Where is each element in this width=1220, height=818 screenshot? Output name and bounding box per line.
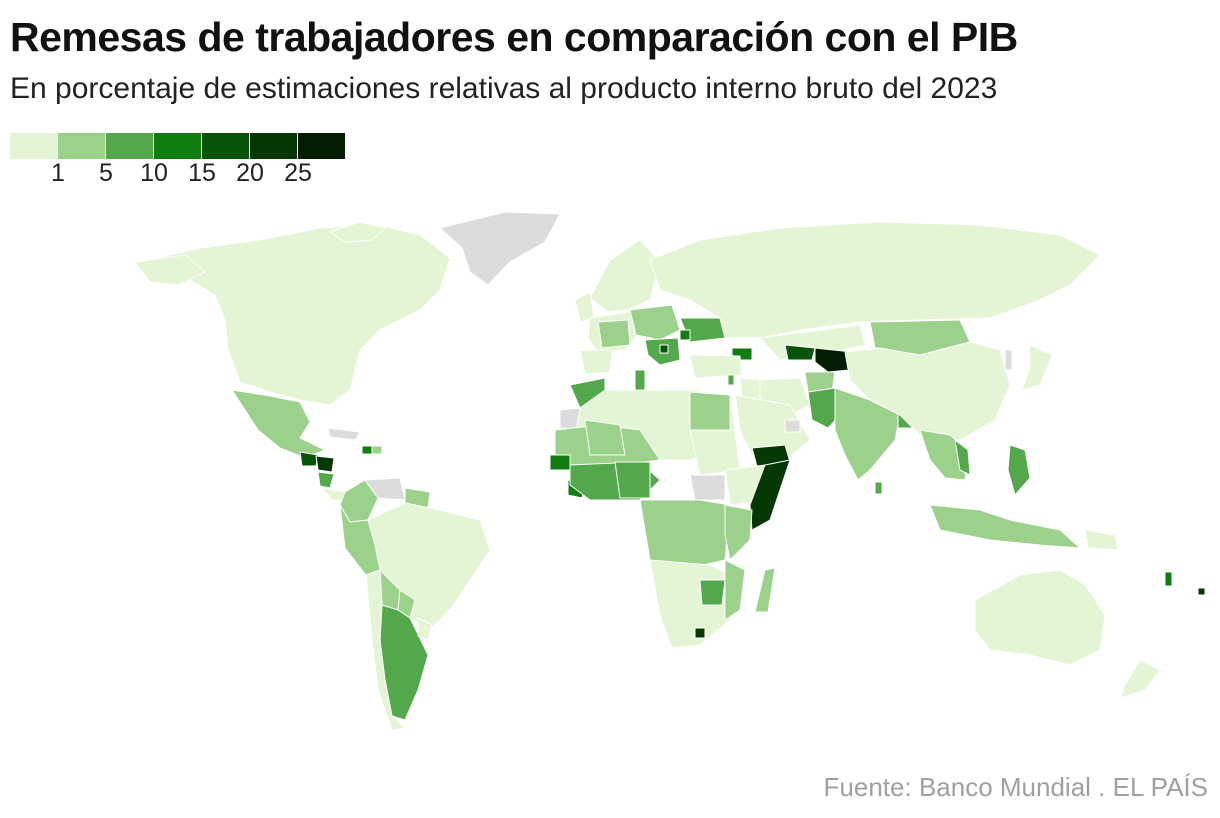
region-dominican-rep xyxy=(371,445,383,455)
region-tonga-samoa xyxy=(1197,587,1206,596)
legend-ticks: 1 5 10 15 20 25 xyxy=(10,159,346,189)
region-cuba xyxy=(327,427,361,441)
region-turkey xyxy=(689,354,743,379)
chart-title: Remesas de trabajadores en comparación c… xyxy=(10,14,1018,60)
legend-tick-15: 15 xyxy=(188,159,216,187)
region-egypt xyxy=(689,391,731,431)
region-lebanon xyxy=(727,374,735,386)
region-madagascar xyxy=(754,567,776,613)
region-haiti xyxy=(361,445,373,455)
region-south-sudan xyxy=(689,474,726,501)
region-canada-usa xyxy=(139,224,451,406)
region-guatemala xyxy=(299,451,319,467)
region-indonesia xyxy=(929,504,1081,549)
region-philippines xyxy=(1007,444,1031,496)
region-australia xyxy=(974,569,1106,666)
region-honduras xyxy=(315,455,335,473)
region-alaska xyxy=(134,254,206,286)
region-nicaragua xyxy=(317,471,335,489)
region-russia xyxy=(649,221,1101,339)
region-pacific-islands xyxy=(1164,571,1173,587)
region-zimbabwe xyxy=(699,579,726,606)
region-korea xyxy=(1004,349,1013,371)
legend-swatch-3 xyxy=(154,133,201,159)
region-chile xyxy=(365,569,406,731)
region-nigeria xyxy=(614,461,651,499)
region-greenland xyxy=(439,211,561,286)
region-mali xyxy=(584,419,626,456)
region-sri-lanka xyxy=(874,481,883,495)
source-credit: Fuente: Banco Mundial . EL PAÍS xyxy=(823,772,1208,802)
region-tunisia xyxy=(634,369,646,391)
region-central-europe xyxy=(629,304,681,341)
legend-swatch-4 xyxy=(202,133,249,159)
region-china xyxy=(844,341,1011,441)
region-france xyxy=(597,319,631,349)
region-png xyxy=(1084,529,1119,551)
legend-swatch-6 xyxy=(298,133,345,159)
region-peru-ecuador xyxy=(339,504,381,576)
legend-tick-20: 20 xyxy=(236,159,264,187)
world-choropleth-map xyxy=(134,211,1206,731)
region-scandinavia xyxy=(589,239,661,313)
region-uae xyxy=(784,419,801,433)
legend-tick-5: 5 xyxy=(99,159,113,187)
region-uruguay xyxy=(417,617,433,641)
legend-swatch-1 xyxy=(58,133,105,159)
region-mexico xyxy=(231,389,326,459)
region-east-africa xyxy=(724,504,753,561)
region-uzbekistan xyxy=(784,344,816,361)
region-sudan xyxy=(689,429,741,476)
region-senegal-gambia xyxy=(549,454,571,471)
legend-swatch-2 xyxy=(106,133,153,159)
legend-swatch-0 xyxy=(10,133,57,159)
region-new-zealand xyxy=(1119,659,1161,699)
region-lesotho xyxy=(694,627,706,639)
region-vietnam xyxy=(954,439,971,476)
region-kyrgyz-tajik xyxy=(814,347,853,373)
region-mozambique xyxy=(724,559,746,621)
region-somalia xyxy=(749,459,791,531)
legend-tick-1: 1 xyxy=(51,159,65,187)
region-japan xyxy=(1021,344,1053,391)
legend-swatch-5 xyxy=(250,133,297,159)
legend-swatches xyxy=(10,133,346,159)
region-central-africa xyxy=(639,499,731,571)
region-arctic-islands xyxy=(329,221,386,243)
region-moldova xyxy=(679,329,691,341)
chart-subtitle: En porcentaje de estimaciones relativas … xyxy=(10,72,998,105)
legend-tick-10: 10 xyxy=(140,159,168,187)
region-kosovo xyxy=(659,344,669,354)
legend-tick-25: 25 xyxy=(284,159,312,187)
region-iberia xyxy=(579,349,613,375)
color-legend: 1 5 10 15 20 25 xyxy=(10,133,346,189)
